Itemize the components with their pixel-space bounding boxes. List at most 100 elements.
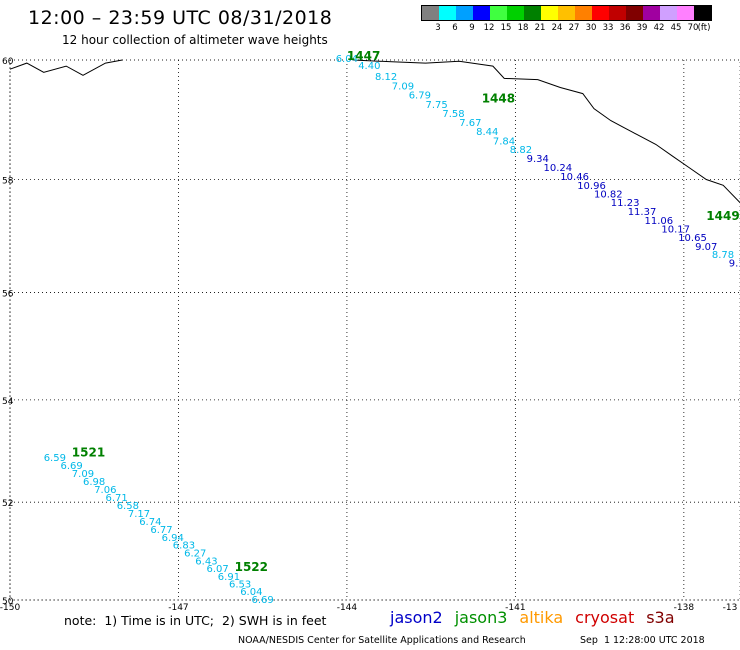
lat-tick-label: 54 [2,397,14,407]
wave-height-label: 10.65 [678,233,707,244]
satellite-key: jason2 jason3 altika cryosat s3a [390,608,687,627]
wave-height-label: 10.17 [661,224,690,235]
legend-label: 45 [670,23,682,33]
wave-height-label: 7.09 [72,469,94,480]
wave-height-label: 7.17 [128,509,150,520]
wave-height-label: 11.06 [645,216,674,227]
wave-height-label: 9.10 [729,259,740,270]
wave-height-label: 6.74 [139,517,161,528]
lon-tick-label: -13 [723,603,738,613]
wave-height-label: 11.37 [628,207,657,218]
satellite-s3a: s3a [646,608,675,627]
wave-height-label: 8.82 [510,145,532,156]
wave-height-label: 10.24 [544,163,573,174]
legend-label: 3 [435,23,441,33]
legend-label: 12 [483,23,495,33]
satellite-jason3: jason3 [454,608,508,627]
legend-swatch [592,6,609,20]
legend-swatch [660,6,677,20]
pass-time-label: 1521 [72,446,105,460]
footer-note: note: 1) Time is in UTC; 2) SWH is in fe… [64,613,327,628]
legend-swatch [439,6,456,20]
wave-height-label: 6.91 [218,572,240,583]
map-frame [9,59,740,601]
legend-label: 39 [636,23,648,33]
lat-tick-label: 56 [2,290,14,300]
wave-height-label: 6.58 [117,501,139,512]
satellite-jason2: jason2 [390,608,443,627]
legend-label: 15 [500,23,512,33]
wave-height-label: 10.96 [577,181,606,192]
legend-label: 18 [517,23,529,33]
wave-height-label: 8.44 [476,127,498,138]
wave-height-label: 7.84 [493,136,515,147]
satellite-altika: altika [519,608,564,627]
color-legend: 3 6 9 12 15 18 21 24 27 30 33 36 39 42 45 70 (ft) [421,5,712,33]
wave-height-label: 6.69 [252,595,274,606]
legend-label: 24 [551,23,563,33]
legend-label: 42 [653,23,665,33]
legend-label: 6 [452,23,458,33]
legend-label: 9 [469,23,475,33]
wave-height-label: 7.58 [442,109,464,120]
wave-height-label: 6.98 [83,477,105,488]
legend-swatch [626,6,643,20]
wave-height-label: 6.71 [106,493,128,504]
legend-swatch [473,6,490,20]
page-subtitle: 12 hour collection of altimeter wave hei… [62,33,328,47]
legend-label: 30 [585,23,597,33]
lon-tick-label: -138 [674,603,695,613]
wave-height-label: 11.23 [611,198,640,209]
satellite-cryosat: cryosat [575,608,635,627]
legend-label: 33 [602,23,614,33]
legend-label: 36 [619,23,631,33]
wave-height-label: 6.53 [229,580,251,591]
legend-swatch [524,6,541,20]
legend-swatch [507,6,524,20]
wave-height-label: 9.07 [695,242,717,253]
lon-tick-label: -147 [168,603,188,613]
lat-tick-label: 60 [2,57,14,67]
legend-label: 70 [687,23,699,33]
legend-swatch [643,6,660,20]
pass-time-label: 1447 [347,49,380,63]
wave-height-label: 7.06 [94,485,116,496]
credit-text: NOAA/NESDIS Center for Satellite Applica… [238,635,526,646]
wave-height-label: 7.67 [459,118,481,129]
legend-unit: (ft) [697,23,711,33]
page-title: 12:00 – 23:59 UTC 08/31/2018 [28,7,333,29]
wave-height-label: 8.78 [712,250,734,261]
legend-swatch [694,6,711,20]
wave-height-label: 7.75 [426,100,448,111]
legend-swatch [609,6,626,20]
lon-tick-label: -141 [505,603,525,613]
wave-height-label: 9.34 [527,154,549,165]
pass-time-label: 1522 [235,560,268,574]
legend-swatch [677,6,694,20]
pass-time-label: 1448 [482,92,515,106]
legend-label: 21 [534,23,546,33]
wave-height-label: 6.43 [195,556,217,567]
legend-swatch [490,6,507,20]
legend-swatch [558,6,575,20]
wave-height-label: 6.04 [336,54,358,65]
lon-tick-label: -144 [337,603,358,613]
wave-height-label: 10.46 [560,172,589,183]
wave-height-label: 6.69 [61,461,83,472]
wave-height-label: 6.07 [207,564,229,575]
generated-timestamp: Sep 1 12:28:00 UTC 2018 [580,635,705,646]
wave-height-label: 6.27 [184,549,206,560]
wave-height-label: 8.12 [375,72,397,83]
pass-time-label: 1449 [706,209,739,223]
wave-height-label: 6.79 [409,90,431,101]
legend-swatch [575,6,592,20]
wave-height-label: 6.59 [44,453,66,464]
legend-swatches [421,5,712,21]
lon-tick-label: -150 [0,603,20,613]
coastline [352,59,740,204]
wave-height-label: 6.94 [162,533,184,544]
legend-swatch [456,6,473,20]
legend-swatch [422,6,439,20]
wave-height-label: 6.83 [173,541,195,552]
